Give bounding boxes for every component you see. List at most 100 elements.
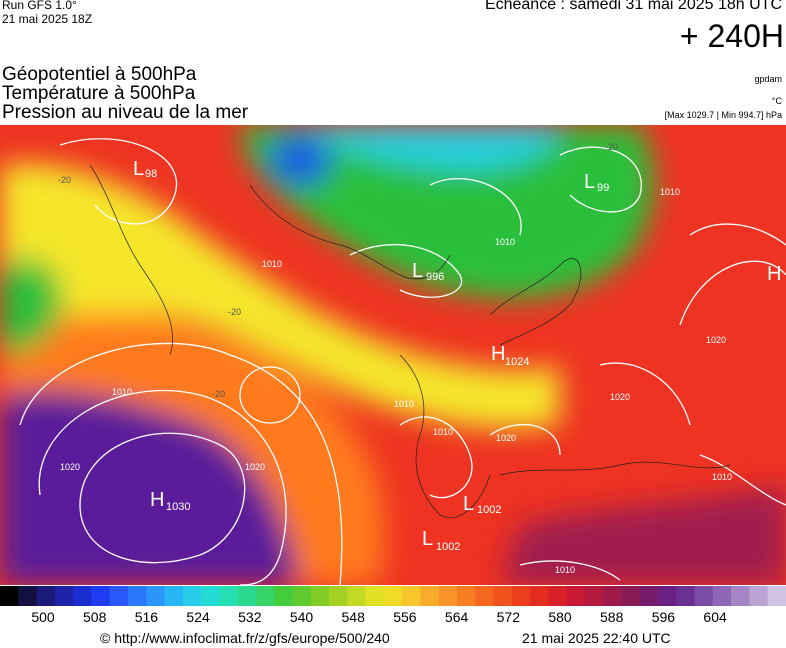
- scale-swatch: [127, 586, 147, 606]
- scale-swatch: [18, 586, 38, 606]
- scale-swatch: [621, 586, 641, 606]
- scale-swatch: [639, 586, 659, 606]
- pressure-center-value: 99: [597, 182, 609, 194]
- scale-label: 572: [496, 609, 520, 625]
- scale-swatch: [456, 586, 476, 606]
- pressure-center-value: 1024: [505, 356, 529, 368]
- scale-swatch: [201, 586, 220, 606]
- scale-label: 532: [238, 609, 262, 625]
- coastline-europe-west: [399, 354, 491, 518]
- isobar-label: 1010: [555, 565, 575, 575]
- scale-swatch: [676, 586, 696, 606]
- isobar-label: 1010: [112, 387, 132, 397]
- scale-label: 580: [548, 609, 572, 625]
- pressure-center: H: [767, 263, 781, 285]
- coastlines: [89, 164, 731, 518]
- pressure-centers: L 98 L 996 L 99 H H 1024 H 1030 L 1002 L 1002: [133, 158, 781, 553]
- pressure-center-letter: L: [422, 528, 433, 550]
- coastline-mediterranean: [499, 461, 731, 476]
- isobar: [399, 416, 473, 499]
- isobar-label: 1010: [433, 427, 453, 437]
- scale-swatch: [566, 586, 586, 606]
- scale-swatch: [530, 586, 549, 606]
- scale-swatch: [603, 586, 622, 606]
- isobar: [349, 243, 463, 298]
- isotherm-label: -20: [58, 175, 71, 185]
- field-blue-core: [268, 134, 332, 186]
- isobars: [19, 138, 786, 585]
- pressure-center: L 996: [412, 260, 444, 283]
- pressure-center-value: 1030: [166, 501, 190, 513]
- weather-map: L 98 L 996 L 99 H H 1024 H 1030 L 1002 L 1002 1…: [0, 125, 786, 585]
- isobar: [519, 560, 621, 581]
- isobar-label: 1010: [495, 237, 515, 247]
- pressure-range: [Max 1029.7 | Min 994.7] hPa: [664, 110, 782, 120]
- pressure-center: L 99: [584, 171, 609, 194]
- isobar-label: 1020: [496, 433, 516, 443]
- scale-swatch: [548, 586, 568, 606]
- field-yellow-band: [0, 163, 560, 429]
- scale-swatch: [493, 586, 513, 606]
- scale-label: 524: [186, 609, 210, 625]
- isobar: [38, 390, 287, 585]
- scale-swatch: [694, 586, 714, 606]
- scale-swatch: [219, 586, 239, 606]
- scale-swatch: [511, 586, 531, 606]
- isotherm-label: -20: [228, 307, 241, 317]
- scale-swatch: [749, 586, 769, 606]
- scale-swatch: [292, 586, 312, 606]
- isotherm-label: -20: [212, 389, 225, 399]
- field-orange-atlantic: [0, 299, 385, 585]
- scale-swatch: [237, 586, 257, 606]
- isobar-label: 1010: [394, 399, 414, 409]
- scale-swatch: [146, 586, 166, 606]
- pressure-center-letter: L: [412, 260, 423, 282]
- pressure-center: L 1002: [463, 493, 501, 516]
- isobar: [699, 454, 786, 506]
- scale-swatch: [182, 586, 202, 606]
- isobar: [19, 342, 343, 585]
- scale-label: 556: [393, 609, 417, 625]
- scale-swatch: [274, 586, 293, 606]
- pressure-center-letter: L: [584, 171, 595, 193]
- scale-swatch: [73, 586, 92, 606]
- forecast-valid-time: Echéance : samedi 31 mai 2025 18h UTC: [484, 0, 782, 13]
- scale-label: 500: [31, 609, 55, 625]
- scale-swatch: [365, 586, 385, 606]
- field-green-north: [240, 125, 654, 299]
- isobar-labels: 1010 1010 1020 1010 1020 1010 1010 1010 …: [60, 187, 732, 575]
- pressure-center-value: 1002: [436, 541, 460, 553]
- pressure-center-letter: L: [133, 158, 144, 180]
- pressure-center-letter: H: [767, 263, 781, 285]
- isotherm-label: -20: [605, 142, 618, 152]
- forecast-horizon: + 240H: [679, 18, 784, 54]
- field-title-pressure: Pression au niveau de la mer: [2, 102, 249, 123]
- coastline-greenland: [249, 184, 451, 280]
- pressure-center-letter: H: [150, 489, 164, 511]
- scale-swatch: [383, 586, 403, 606]
- isobar-label: 1010: [262, 259, 282, 269]
- isobar: [429, 178, 522, 236]
- isobar: [599, 362, 691, 426]
- pressure-center: H 1030: [150, 489, 190, 513]
- isobar: [679, 260, 786, 326]
- coastline-north-america: [89, 164, 174, 356]
- scale-label: 564: [444, 609, 469, 625]
- scale-swatch: [255, 586, 275, 606]
- scale-swatch: [347, 586, 367, 606]
- temperature-field: [0, 125, 786, 585]
- scale-swatch: [109, 586, 129, 606]
- field-title-temperature: Température à 500hPa: [2, 83, 196, 104]
- scale-swatch: [402, 586, 421, 606]
- isobar-label: 1020: [60, 462, 80, 472]
- scale-swatch: [329, 586, 348, 606]
- scale-swatch: [658, 586, 677, 606]
- isobar-label: 1010: [712, 472, 732, 482]
- scale-label: 596: [651, 609, 676, 625]
- scale-swatch: [36, 586, 56, 606]
- pressure-center-value: 996: [426, 271, 444, 283]
- isobar: [489, 423, 561, 456]
- scale-swatch: [767, 586, 786, 606]
- isobar-closed: [79, 432, 246, 564]
- scale-label: 548: [341, 609, 365, 625]
